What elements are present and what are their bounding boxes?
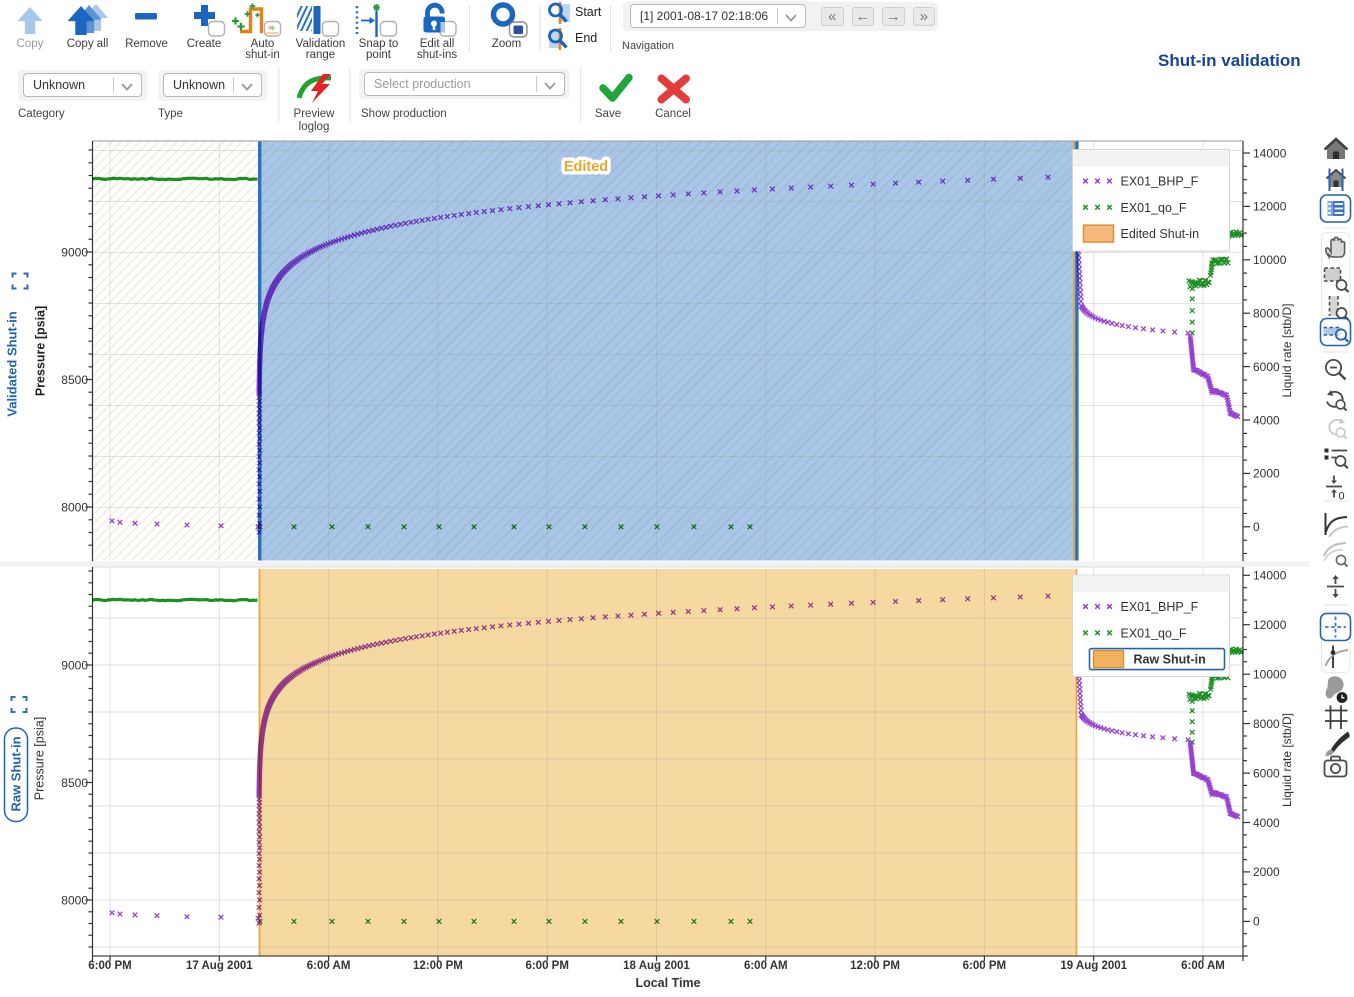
svg-text:6:00 AM: 6:00 AM xyxy=(744,960,788,972)
svg-text:Pressure [psia]: Pressure [psia] xyxy=(33,717,47,800)
svg-text:12:00 PM: 12:00 PM xyxy=(413,960,463,972)
svg-text:Edited Shut-in: Edited Shut-in xyxy=(1121,227,1200,241)
svg-text:9000: 9000 xyxy=(61,245,88,259)
svg-text:14000: 14000 xyxy=(1253,146,1287,160)
svg-text:0: 0 xyxy=(1253,915,1260,929)
svg-text:8000: 8000 xyxy=(1253,717,1280,731)
svg-text:Raw Shut-in: Raw Shut-in xyxy=(1134,653,1206,667)
svg-text:14000: 14000 xyxy=(1253,569,1287,583)
svg-text:17 Aug 2001: 17 Aug 2001 xyxy=(186,960,253,972)
svg-text:Pressure [psia]: Pressure [psia] xyxy=(34,306,48,396)
svg-text:4000: 4000 xyxy=(1253,816,1280,830)
svg-text:Edited: Edited xyxy=(564,159,608,175)
svg-text:Liquid rate [stb/D]: Liquid rate [stb/D] xyxy=(1280,713,1294,807)
svg-text:8500: 8500 xyxy=(61,373,88,387)
svg-text:6:00 PM: 6:00 PM xyxy=(963,960,1006,972)
svg-text:4000: 4000 xyxy=(1253,413,1280,427)
svg-text:6:00 AM: 6:00 AM xyxy=(1181,960,1225,972)
svg-text:6:00 AM: 6:00 AM xyxy=(307,960,351,972)
svg-text:0: 0 xyxy=(1339,491,1345,503)
svg-text:0: 0 xyxy=(1253,520,1260,534)
svg-text:8000: 8000 xyxy=(1253,307,1280,321)
svg-text:6000: 6000 xyxy=(1253,360,1280,374)
svg-text:EX01_BHP_F: EX01_BHP_F xyxy=(1121,175,1199,189)
svg-text:8500: 8500 xyxy=(61,776,88,790)
svg-text:EX01_qo_F: EX01_qo_F xyxy=(1121,201,1187,215)
svg-text:12000: 12000 xyxy=(1253,618,1287,632)
svg-text:Local Time: Local Time xyxy=(635,976,700,990)
svg-text:2000: 2000 xyxy=(1253,865,1280,879)
svg-text:EX01_BHP_F: EX01_BHP_F xyxy=(1121,600,1199,614)
svg-text:2000: 2000 xyxy=(1253,467,1280,481)
svg-text:Liquid rate [stb/D]: Liquid rate [stb/D] xyxy=(1280,303,1294,397)
svg-text:6:00 PM: 6:00 PM xyxy=(525,960,568,972)
svg-text:6000: 6000 xyxy=(1253,766,1280,780)
svg-text:18 Aug 2001: 18 Aug 2001 xyxy=(623,960,690,972)
svg-text:12:00 PM: 12:00 PM xyxy=(850,960,900,972)
svg-text:8000: 8000 xyxy=(61,500,88,514)
svg-text:EX01_qo_F: EX01_qo_F xyxy=(1121,626,1187,640)
svg-text:19 Aug 2001: 19 Aug 2001 xyxy=(1060,960,1127,972)
svg-text:10000: 10000 xyxy=(1253,253,1287,267)
svg-text:Raw Shut-in: Raw Shut-in xyxy=(9,736,24,811)
svg-text:8000: 8000 xyxy=(61,893,88,907)
svg-text:6:00 PM: 6:00 PM xyxy=(88,960,131,972)
svg-text:12000: 12000 xyxy=(1253,200,1287,214)
svg-text:10000: 10000 xyxy=(1253,668,1287,682)
svg-text:Validated Shut-in: Validated Shut-in xyxy=(5,311,20,417)
svg-text:9000: 9000 xyxy=(61,658,88,672)
